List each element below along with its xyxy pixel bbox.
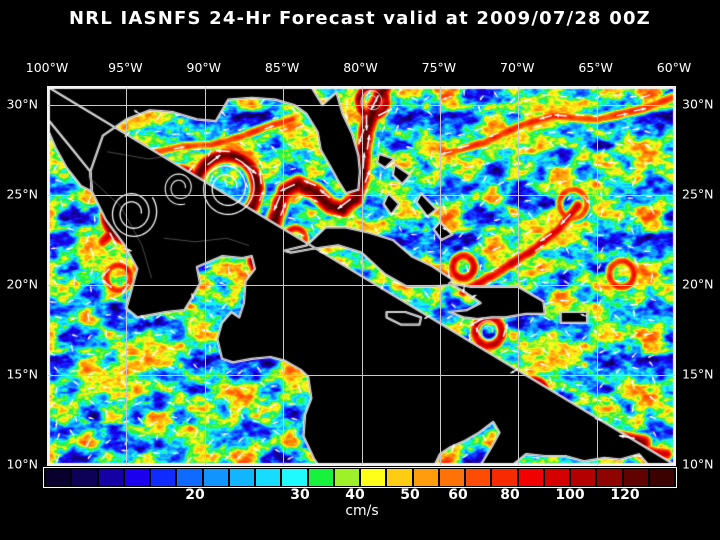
colorbar-swatch [308,469,333,486]
colorbar-swatch [597,469,622,486]
lon-tick-label: 100°W [25,60,69,75]
lat-tick-label-right: 30°N [682,96,714,112]
colorbar-unit-label: cm/s [0,503,720,519]
colorbar-swatch [203,469,228,486]
colorbar-tick-label: 20 [185,487,205,503]
colorbar-swatch [334,469,359,486]
current-speed-heatmap [48,87,675,465]
colorbar-swatch [439,469,464,486]
colorbar-tick-label: 80 [500,487,520,503]
colorbar-swatch [124,469,149,486]
colorbar-swatch [623,469,648,486]
colorbar-swatch [649,469,674,486]
lat-tick-label-left: 25°N [6,186,38,202]
lon-tick-label: 75°W [421,60,457,75]
colorbar-swatch [282,469,307,486]
lat-tick-label-left: 10°N [6,456,38,472]
colorbar-swatch [361,469,386,486]
colorbar-swatch [413,469,438,486]
page-title: NRL IASNFS 24-Hr Forecast valid at 2009/… [69,8,651,29]
lat-tick-label-right: 20°N [682,276,714,292]
colorbar-swatch [544,469,569,486]
lon-tick-label: 95°W [108,60,143,75]
colorbar-swatch [229,469,254,486]
colorbar-swatch [98,469,123,486]
colorbar-swatch [466,469,491,486]
colorbar-swatch [72,469,97,486]
lat-tick-label-left: 15°N [6,366,38,382]
colorbar-swatch [518,469,543,486]
lat-tick-label-right: 10°N [682,456,714,472]
colorbar-swatch [387,469,412,486]
colorbar-swatch [492,469,517,486]
lat-tick-label-left: 30°N [6,96,38,112]
lat-tick-label-right: 15°N [682,366,714,382]
colorbar-tick-label: 120 [610,487,640,503]
map-plot-area[interactable]: Surface Current 50 cm/s [47,86,676,466]
colorbar-tick-label: 50 [400,487,420,503]
lon-tick-label: 85°W [264,60,300,75]
colorbar-tick-label: 40 [345,487,365,503]
colorbar-tick-label: 100 [555,487,585,503]
lat-tick-label-left: 20°N [6,276,38,292]
lon-tick-label: 80°W [343,60,378,75]
colorbar-swatch [256,469,281,486]
colorbar-unit-text: cm/s [345,503,379,519]
colorbar-swatch [177,469,202,486]
colorbar-swatch [46,469,71,486]
lon-tick-label: 70°W [499,60,535,75]
colorbar-tick-label: 60 [448,487,468,503]
colorbar-swatch [571,469,596,486]
colorbar[interactable] [43,467,677,488]
lon-tick-label: 65°W [578,60,613,75]
colorbar-tick-label: 30 [290,487,310,503]
colorbar-swatch [151,469,176,486]
surface-current-legend-title: Surface Current [143,464,264,465]
lat-tick-label-right: 25°N [682,186,714,202]
lon-tick-label: 90°W [186,60,222,75]
lon-tick-label: 60°W [656,60,692,75]
